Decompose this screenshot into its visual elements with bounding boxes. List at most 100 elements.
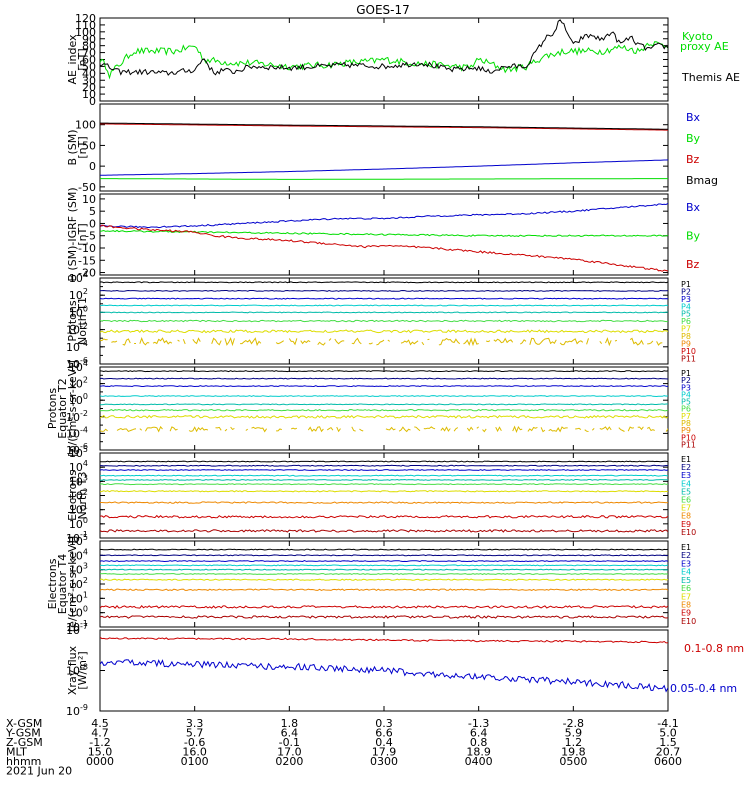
series-bmag — [100, 122, 668, 130]
series-p8 — [224, 337, 235, 347]
x-row-value: 5.9 — [565, 727, 583, 740]
legend-item: E4 — [681, 479, 691, 488]
legend-item: E5 — [681, 487, 691, 496]
y-tick-label: 100 — [69, 392, 88, 407]
tick-base: 10 — [66, 532, 80, 545]
y-tick-label: 60 — [82, 54, 96, 67]
y-axis-label-line: B (SM)-IGRF (SM) — [66, 187, 79, 281]
x-row-value: 5.7 — [186, 727, 204, 740]
series-p8 — [548, 426, 568, 433]
series-p7 — [100, 329, 668, 334]
legend-item: P3 — [681, 295, 691, 304]
legend-item: E8 — [681, 512, 691, 521]
tick-exponent: -7 — [80, 622, 88, 631]
legend-item: P4 — [681, 390, 691, 399]
plot-area — [100, 548, 668, 619]
series-p8 — [627, 426, 634, 432]
tick-base: 10 — [69, 394, 83, 407]
legend-item: P8 — [681, 419, 691, 428]
series-p8 — [122, 338, 131, 346]
panel-frame — [99, 103, 669, 192]
legend-item: E8 — [681, 600, 691, 609]
series-p5 — [100, 311, 668, 314]
x-row-value: 3.3 — [186, 717, 204, 730]
legend-item: Themis AE — [681, 71, 740, 84]
series-p8 — [100, 428, 108, 432]
legend-item: Kyoto — [682, 30, 713, 43]
y-tick-label: 104 — [69, 359, 88, 374]
series-p8 — [368, 342, 373, 345]
series-p8 — [482, 428, 487, 433]
tick-base: 10 — [66, 324, 80, 337]
y-tick-label: 70 — [82, 47, 96, 60]
legend-item: P6 — [681, 405, 691, 414]
y-tick-label: 103 — [69, 473, 88, 488]
legend-item: P8 — [681, 332, 691, 341]
tick-base: 10 — [69, 306, 83, 319]
series-p8 — [230, 426, 235, 431]
series-p8 — [398, 426, 411, 433]
x-row-value: 1.5 — [659, 736, 677, 749]
y-tick-label: 0 — [89, 217, 96, 230]
series-p8 — [512, 425, 523, 434]
tick-base: 10 — [66, 621, 80, 634]
series-p8 — [215, 426, 222, 431]
series-p8 — [192, 337, 201, 345]
legend-item: P4 — [681, 302, 691, 311]
legend-item: By — [686, 230, 701, 243]
legend-item: E6 — [681, 584, 691, 593]
series-p8 — [493, 337, 514, 344]
series-e5 — [100, 568, 668, 571]
series-kyoto-proxy-ae — [100, 41, 668, 80]
series-e6 — [100, 483, 668, 486]
y-tick-label: 10-2 — [66, 322, 88, 337]
tick-base: 10 — [66, 341, 80, 354]
series-p8 — [111, 340, 118, 343]
series-p8 — [376, 339, 385, 346]
series-p8 — [423, 426, 436, 430]
series-p8 — [328, 338, 332, 341]
y-axis-label: B (SM)-IGRF (SM)[nT] — [66, 187, 89, 281]
series-p8 — [584, 429, 589, 432]
y-tick-label: 105 — [69, 445, 88, 460]
legend-item: P1 — [681, 369, 691, 378]
series-p8 — [351, 337, 362, 345]
y-axis-label: Xray flux[W/m²] — [66, 645, 89, 695]
y-tick-label: 103 — [69, 562, 88, 577]
x-row-value: -4.1 — [657, 717, 678, 730]
series-e7 — [100, 490, 668, 493]
date-label: 2021 Jun 20 — [6, 765, 72, 778]
y-axis-label-line: Equator T2 — [56, 378, 69, 438]
series-p7 — [100, 414, 668, 419]
y-tick-label: 100 — [69, 304, 88, 319]
y-tick-label: 30 — [82, 74, 96, 87]
series-p8 — [453, 427, 459, 432]
y-tick-label: 105 — [69, 533, 88, 548]
series-p8 — [520, 339, 527, 345]
tick-exponent: -6 — [80, 442, 88, 451]
x-row-value: 17.0 — [277, 746, 302, 759]
series-bx — [100, 202, 668, 229]
series-p8 — [647, 340, 654, 345]
legend-item: P7 — [681, 325, 691, 334]
x-row-value: 5.0 — [659, 727, 677, 740]
tick-base: 10 — [69, 490, 83, 503]
series-bz — [100, 123, 668, 131]
series-e9 — [100, 514, 668, 519]
legend-item: E6 — [681, 496, 691, 505]
x-axis-table: X-GSM 4.5 3.3 1.8 0.3 -1.3 -2.8 -4.1 Y-GSM 4.7 5.7… — [5, 717, 682, 778]
plot-area — [100, 636, 668, 693]
legend-item: By — [686, 132, 701, 145]
legend-item: E9 — [681, 520, 691, 529]
series-p8 — [646, 426, 655, 432]
x-row-value: 4.7 — [91, 727, 109, 740]
y-tick-label: 10-7 — [66, 622, 88, 637]
x-row-value: -0.6 — [184, 736, 205, 749]
tick-exponent: -2 — [80, 322, 88, 331]
x-row-value: 16.0 — [182, 746, 207, 759]
